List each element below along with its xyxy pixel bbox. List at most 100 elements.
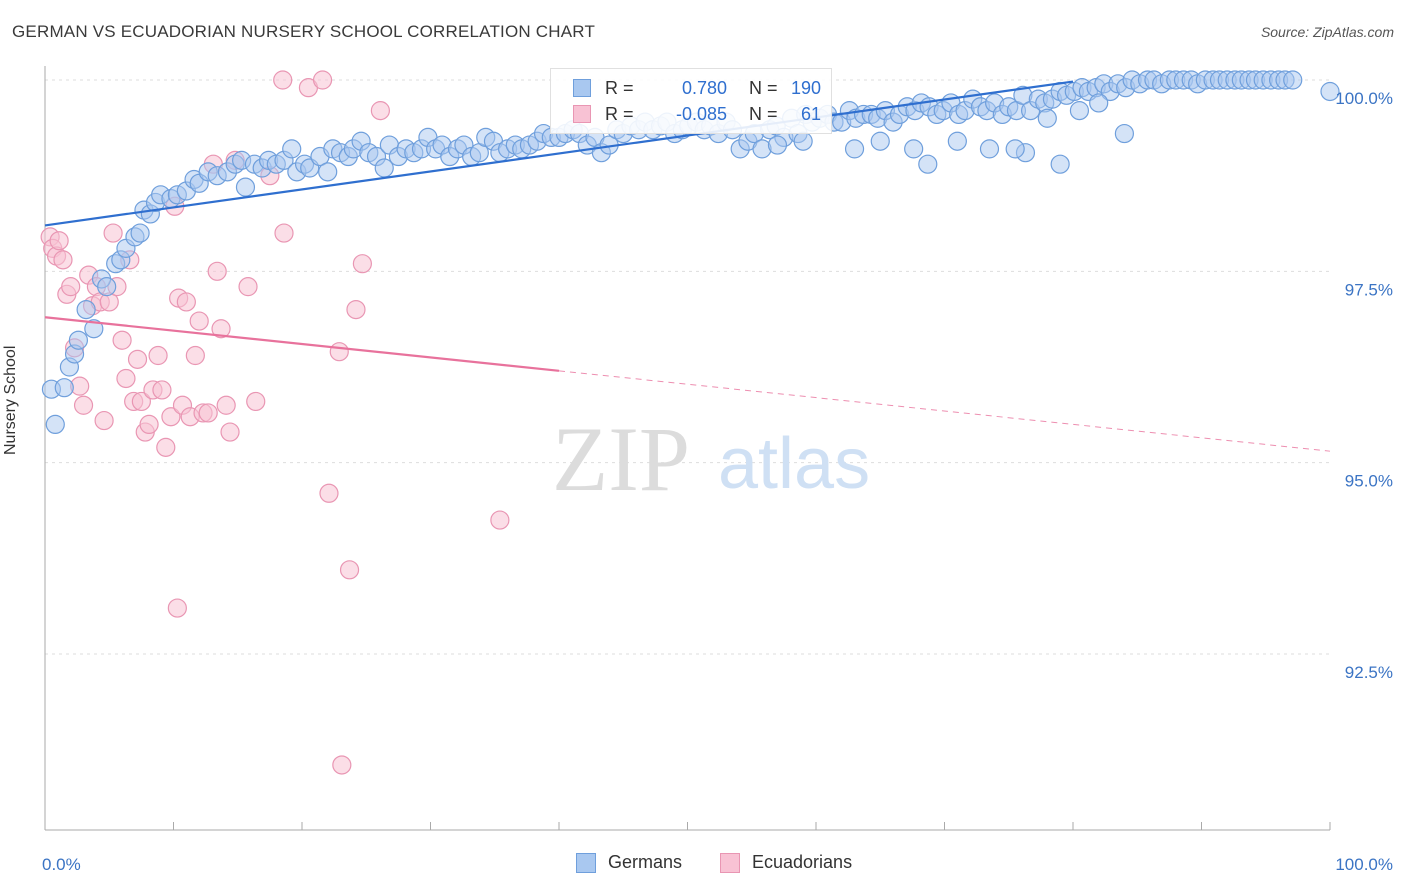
ecuadorian-trend-extension [558, 370, 1331, 452]
ecuadorian-point [329, 342, 349, 362]
ecuadorian-point [53, 250, 73, 270]
ecuadorian-point [156, 437, 176, 457]
watermark: ZIP atlas [552, 408, 870, 510]
german-point [793, 131, 813, 151]
german-point [947, 131, 967, 151]
ecuadorian-point [220, 422, 240, 442]
ecuadorian-point [216, 395, 236, 415]
ecuadorian-point [94, 410, 114, 431]
german-trend-line [44, 80, 1074, 227]
bottom-legend-ecuadorian: Ecuadorians [720, 852, 852, 873]
german-point [282, 139, 302, 159]
ecuadorian-point [112, 330, 132, 350]
watermark-zip: ZIP [552, 408, 690, 510]
ecuadorian-point [490, 510, 510, 530]
ecuadorian-n-label: N = [749, 103, 778, 124]
source-label: Source: ZipAtlas.com [1260, 24, 1394, 40]
german-point [235, 177, 256, 197]
ecuadorian-point [274, 223, 294, 243]
x-tick-label-min: 0.0% [42, 855, 81, 874]
ecuadorian-point [116, 368, 136, 389]
german-point [1050, 154, 1070, 174]
german-swatch [573, 79, 591, 97]
legend-row-ecuadorian: R = -0.085 N = 61 [573, 101, 821, 127]
ecuadorian-trend-line [44, 316, 560, 372]
german-point [1089, 93, 1109, 113]
german-point [76, 300, 96, 320]
ecuadorian-point [167, 598, 187, 618]
ecuadorian-point [73, 395, 94, 415]
stats-legend: R = 0.780 N = 190 R = -0.085 N = 61 [550, 68, 832, 134]
x-tick-label-max: 100.0% [1335, 855, 1393, 874]
tick-labels: 100.0% 97.5% 95.0% 92.5% 0.0% 100.0% [42, 89, 1393, 874]
german-point [130, 223, 150, 243]
ecuadorian-point [176, 292, 196, 312]
german-point [844, 139, 865, 159]
german-n-label: N = [749, 77, 778, 98]
german-point [68, 330, 89, 350]
bottom-ecuadorian-label: Ecuadorians [752, 852, 853, 872]
german-point [45, 414, 65, 434]
trend-lines [44, 80, 1331, 452]
ecuadorian-points [40, 70, 510, 775]
ecuadorian-point [185, 345, 205, 366]
ecuadorian-point [352, 254, 372, 274]
ecuadorian-point [103, 223, 123, 243]
bottom-german-swatch [576, 852, 596, 873]
german-point [1037, 108, 1057, 128]
german-r-label: R = [605, 77, 634, 98]
german-r-value: 0.780 [681, 77, 727, 98]
ecuadorian-r-label: R = [605, 103, 634, 124]
german-point [1069, 101, 1090, 121]
y-tick-label: 95.0% [1345, 472, 1393, 491]
ecuadorian-point [332, 755, 352, 775]
chart-title: GERMAN VS ECUADORIAN NURSERY SCHOOL CORR… [12, 22, 596, 41]
german-point [1320, 81, 1340, 102]
german-point [84, 319, 104, 339]
german-n-value: 190 [790, 77, 821, 98]
bottom-legend-german: Germans [576, 852, 682, 873]
ecuadorian-point [152, 380, 172, 400]
y-tick-label: 97.5% [1345, 280, 1393, 299]
bottom-ecuadorian-swatch [720, 852, 740, 873]
german-point [1114, 123, 1135, 144]
ecuadorian-point [127, 349, 148, 369]
german-point [1283, 70, 1303, 90]
german-point [904, 139, 924, 159]
ecuadorian-point [273, 70, 293, 90]
german-point [870, 131, 890, 151]
ecuadorian-point [312, 70, 333, 90]
ecuadorian-point [346, 300, 366, 320]
german-point [979, 139, 1000, 159]
bottom-german-label: Germans [608, 852, 683, 872]
german-point [97, 277, 117, 297]
ecuadorian-point [370, 101, 390, 121]
ecuadorian-swatch [573, 105, 591, 123]
ecuadorian-point [198, 403, 218, 423]
german-point [318, 162, 338, 182]
ecuadorian-point [161, 407, 181, 427]
watermark-atlas: atlas [718, 424, 870, 504]
legend-row-german: R = 0.780 N = 190 [573, 75, 821, 101]
ecuadorian-n-value: 61 [800, 103, 821, 124]
ecuadorian-point [211, 319, 231, 339]
ecuadorian-point [131, 391, 151, 412]
y-tick-label: 92.5% [1345, 663, 1393, 682]
ecuadorian-point [339, 560, 360, 580]
german-point [767, 135, 788, 155]
german-point [1005, 139, 1025, 159]
ecuadorian-point [139, 414, 159, 434]
ecuadorian-point [49, 231, 69, 251]
axes [44, 66, 1331, 831]
y-tick-label: 100.0% [1335, 89, 1393, 108]
ecuadorian-point [246, 391, 266, 412]
ecuadorian-point [238, 277, 258, 297]
german-point [54, 378, 74, 398]
german-point [918, 154, 938, 174]
ecuadorian-point [148, 345, 168, 366]
ecuadorian-point [61, 277, 81, 297]
ecuadorian-point [319, 483, 339, 503]
ecuadorian-point [207, 261, 227, 281]
ecuadorian-point [189, 311, 209, 331]
